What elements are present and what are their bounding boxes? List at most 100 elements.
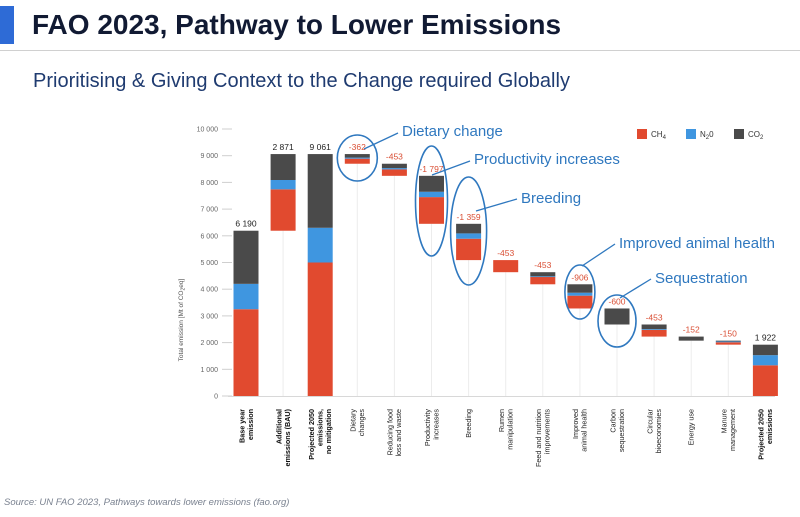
bar-segment-ch4 bbox=[233, 309, 259, 396]
category-label: Improvedanimal health bbox=[571, 409, 589, 452]
bar-segment-co2 bbox=[456, 223, 482, 234]
bar-value-label: -453 bbox=[534, 260, 551, 270]
y-tick-label: 8 000 bbox=[200, 180, 218, 187]
y-tick-label: 10 000 bbox=[197, 127, 219, 134]
bar-segment-ch4 bbox=[641, 329, 667, 337]
bar-segment-n2o bbox=[381, 168, 407, 170]
bar-segment-ch4 bbox=[493, 260, 519, 273]
y-axis-label: Total emission [Mt of CO2eq] bbox=[178, 278, 187, 361]
y-tick-label: 5 000 bbox=[200, 260, 218, 267]
annotation-connector bbox=[581, 243, 616, 267]
y-tick-label: 4 000 bbox=[200, 287, 218, 294]
annotation-connector bbox=[619, 278, 652, 299]
y-tick-label: 9 000 bbox=[200, 153, 218, 160]
header-divider bbox=[0, 50, 800, 51]
bar-segment-n2o bbox=[270, 179, 296, 190]
bar-segment-n2o bbox=[307, 227, 333, 263]
bar-segment-ch4 bbox=[307, 262, 333, 396]
annotation-text: Sequestration bbox=[655, 270, 748, 287]
annotation-text: Dietary change bbox=[402, 123, 503, 140]
bar-segment-n2o bbox=[456, 233, 482, 239]
bar-segment-co2 bbox=[270, 154, 296, 180]
legend-label-n2o: N20 bbox=[700, 130, 714, 141]
bar-value-label: 1 922 bbox=[755, 333, 777, 343]
annotation-ellipse bbox=[336, 134, 379, 182]
annotation-connector bbox=[363, 132, 399, 150]
bar-segment-ch4 bbox=[715, 342, 741, 345]
bar-value-label: 9 061 bbox=[310, 142, 332, 152]
annotation-text: Productivity increases bbox=[474, 151, 620, 168]
bar-value-label: -906 bbox=[571, 272, 588, 282]
category-label: Energy use bbox=[687, 409, 696, 445]
legend-label-co2: CO2 bbox=[748, 130, 764, 141]
page-title: FAO 2023, Pathway to Lower Emissions bbox=[32, 9, 562, 40]
bar-value-label: -1 359 bbox=[457, 212, 481, 222]
bar-segment-n2o bbox=[419, 191, 444, 198]
bar-segment-n2o bbox=[233, 283, 259, 310]
annotation-ellipse bbox=[597, 294, 637, 348]
bar-value-label: -1 797 bbox=[419, 164, 443, 174]
bar-segment-n2o bbox=[715, 341, 741, 343]
bar-segment-co2 bbox=[530, 272, 556, 277]
title-accent-bar bbox=[0, 6, 14, 44]
bar-value-label: -362 bbox=[349, 142, 366, 152]
category-label: Projected 2050emissions bbox=[757, 409, 775, 460]
page-subtitle: Prioritising & Giving Context to the Cha… bbox=[33, 70, 570, 92]
bar-value-label: -150 bbox=[720, 329, 737, 339]
bar-segment-co2 bbox=[381, 163, 407, 169]
legend-swatch-ch4 bbox=[637, 129, 647, 139]
category-label: Projected 2050emissions,no mitigation bbox=[307, 409, 333, 460]
category-label: Manuremanagement bbox=[720, 409, 738, 451]
bar-segment-co2 bbox=[752, 344, 778, 356]
bar-value-label: -600 bbox=[608, 296, 625, 306]
bar-segment-ch4 bbox=[419, 197, 444, 224]
y-tick-label: 3 000 bbox=[200, 313, 218, 320]
category-label: Circularbioeconomies bbox=[645, 408, 663, 453]
bar-segment-ch4 bbox=[456, 238, 482, 261]
bar-segment-co2 bbox=[604, 308, 630, 325]
category-label: Rumenmanipulation bbox=[497, 409, 515, 450]
annotation-ellipse bbox=[414, 145, 449, 257]
bar-segment-co2 bbox=[715, 340, 741, 342]
legend-label-ch4: CH4 bbox=[651, 130, 667, 141]
category-label: Feed and nutritionimprovements bbox=[534, 409, 552, 467]
bar-segment-co2 bbox=[307, 154, 333, 228]
y-tick-label: 2 000 bbox=[200, 340, 218, 347]
bar-segment-n2o bbox=[530, 276, 556, 278]
bar-segment-ch4 bbox=[381, 169, 407, 176]
bar-segment-ch4 bbox=[270, 189, 296, 231]
category-label: Base yearemission bbox=[237, 409, 255, 443]
bar-segment-n2o bbox=[567, 292, 593, 296]
y-tick-label: 1 000 bbox=[200, 367, 218, 374]
category-label: Carbonsequestration bbox=[608, 409, 626, 452]
category-label: Additionalemissions (BAU) bbox=[274, 408, 292, 466]
category-label: Reducing foodloss and waste bbox=[386, 409, 404, 457]
legend-swatch-co2 bbox=[734, 129, 744, 139]
legend-swatch-n2o bbox=[686, 129, 696, 139]
bar-segment-n2o bbox=[641, 329, 667, 330]
annotation-text: Improved animal health bbox=[619, 235, 775, 252]
bar-segment-ch4 bbox=[567, 295, 593, 309]
bar-segment-ch4 bbox=[344, 158, 370, 164]
bar-value-label: 2 871 bbox=[272, 142, 294, 152]
bar-segment-ch4 bbox=[752, 365, 778, 396]
category-label: Productivityincreases bbox=[423, 409, 441, 447]
annotation-connector bbox=[475, 198, 518, 212]
annotation-ellipse bbox=[564, 264, 596, 320]
bar-value-label: -453 bbox=[497, 248, 514, 258]
y-tick-label: 0 bbox=[214, 394, 218, 401]
category-label: Breeding bbox=[464, 409, 473, 438]
bar-segment-co2 bbox=[567, 284, 593, 293]
bar-segment-co2 bbox=[344, 154, 370, 158]
annotation-connector bbox=[431, 160, 471, 176]
bar-segment-co2 bbox=[419, 175, 444, 192]
bar-segment-n2o bbox=[752, 355, 778, 366]
source-note: Source: UN FAO 2023, Pathways towards lo… bbox=[4, 497, 290, 508]
bar-segment-co2 bbox=[678, 336, 704, 341]
bar-segment-co2 bbox=[233, 230, 259, 284]
bar-segment-ch4 bbox=[530, 276, 556, 285]
y-tick-label: 6 000 bbox=[200, 233, 218, 240]
bar-value-label: -152 bbox=[683, 325, 700, 335]
y-tick-label: 7 000 bbox=[200, 207, 218, 214]
